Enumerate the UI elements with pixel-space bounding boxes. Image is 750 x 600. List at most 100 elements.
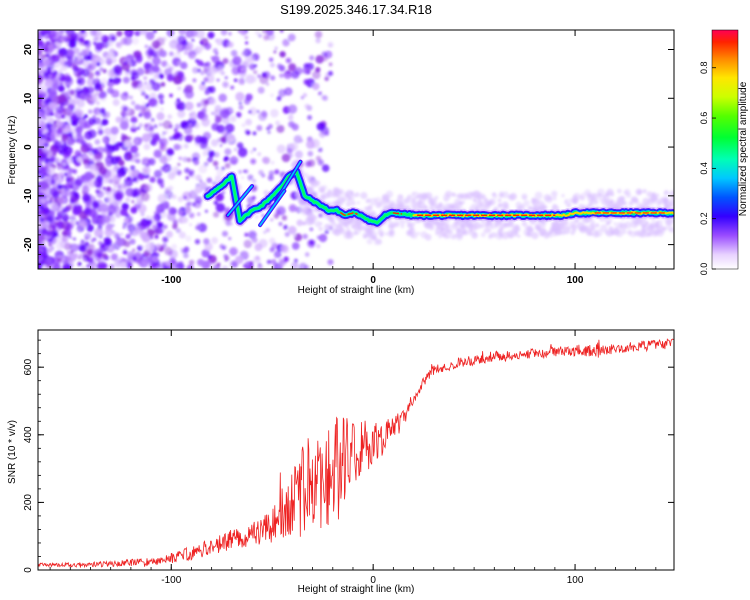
spectrogram-noise-cell (263, 34, 270, 41)
spectrogram-noise-cell (163, 265, 169, 269)
spectrogram-noise-cell (47, 232, 51, 237)
spectrogram-noise-cell (168, 185, 174, 191)
spectrogram-haze-cell (400, 224, 405, 229)
spectrogram-noise-cell (130, 71, 140, 80)
spectrogram-noise-cell (87, 129, 97, 139)
spectrogram-y-tick-label: -10 (23, 188, 34, 203)
spectrogram-noise-cell (302, 221, 307, 226)
spectrogram-noise-cell (307, 150, 314, 157)
spectrogram-noise-cell (316, 243, 321, 249)
snr-series-line (38, 338, 674, 569)
spectrogram-haze-cell (391, 224, 395, 229)
spectrogram-noise-cell (49, 58, 55, 65)
spectrogram-noise-cell (140, 91, 146, 96)
spectrogram-y-axis-label: Frequency (Hz) (7, 116, 18, 185)
spectrogram-noise-cell (219, 143, 223, 147)
spectrogram-noise-cell (235, 91, 245, 102)
spectrogram-noise-cell (81, 183, 91, 193)
spectrogram-noise-cell (266, 259, 272, 265)
spectrogram-noise-cell (118, 159, 125, 167)
spectrogram-haze-cell (540, 228, 547, 236)
spectrogram-haze-cell (366, 238, 373, 245)
spectrogram-noise-cell (192, 66, 199, 74)
spectrogram-noise-cell (252, 148, 256, 152)
spectrogram-noise-cell (106, 195, 116, 205)
snr-y-tick-label: 600 (23, 358, 34, 375)
spectrogram-noise-cell (233, 147, 238, 152)
spectrogram-noise-cell (77, 227, 82, 232)
spectrogram-noise-cell (245, 130, 251, 136)
spectrogram-haze-cell (600, 224, 608, 232)
spectrogram-noise-cell (42, 71, 49, 77)
spectrogram-noise-cell (212, 160, 219, 167)
spectrogram-noise-cell (202, 150, 208, 157)
spectrogram-haze-cell (343, 221, 350, 228)
spectrogram-noise-cell (298, 262, 308, 269)
spectrogram-haze-cell (445, 190, 453, 198)
spectrogram-noise-cell (226, 133, 235, 143)
spectrogram-noise-cell (46, 215, 54, 223)
spectrogram-x-tick-label: 0 (370, 275, 376, 286)
spectrogram-noise-cell (184, 167, 190, 174)
spectrogram-noise-cell (38, 146, 42, 153)
spectrogram-noise-cell (162, 236, 169, 243)
spectrogram-noise-cell (141, 133, 151, 143)
spectrogram-haze-cell (664, 199, 673, 208)
spectrogram-noise-cell (75, 72, 81, 78)
spectrogram-haze-cell (481, 222, 487, 228)
spectrogram-noise-cell (121, 202, 129, 211)
spectrogram-haze-cell (610, 229, 616, 234)
spectrogram-noise-cell (280, 244, 289, 253)
spectrogram-noise-cell (153, 211, 158, 215)
spectrogram-noise-cell (201, 117, 211, 127)
spectrogram-haze-cell (609, 192, 615, 197)
spectrogram-noise-cell (141, 186, 146, 190)
spectrogram-noise-cell (188, 169, 195, 176)
spectrogram-noise-cell (57, 42, 62, 47)
colorbar-label: Normalized spectral amplitude (738, 81, 749, 216)
spectrogram-noise-cell (148, 49, 155, 56)
spectrogram-noise-cell (188, 134, 195, 141)
spectrogram-noise-cell (136, 126, 140, 130)
spectrogram-noise-cell (233, 78, 238, 82)
spectrogram-haze-cell (384, 232, 389, 236)
spectrogram-haze-cell (420, 231, 428, 239)
spectrogram-noise-cell (59, 151, 63, 155)
spectrogram-noise-cell (80, 266, 86, 269)
spectrogram-noise-cell (101, 256, 105, 261)
spectrogram-haze-cell (664, 225, 668, 230)
spectrogram-noise-cell (143, 111, 152, 120)
spectrogram-haze-cell (424, 221, 431, 228)
spectrogram-noise-cell (88, 64, 95, 71)
spectrogram-noise-cell (183, 143, 189, 149)
spectrogram-noise-cell (52, 96, 59, 103)
spectrogram-noise-cell (317, 159, 324, 166)
spectrogram-noise-cell (79, 218, 83, 222)
spectrogram-noise-cell (154, 73, 160, 79)
spectrogram-noise-cell (116, 42, 123, 49)
spectrogram-noise-cell (199, 41, 204, 45)
spectrogram-noise-cell (167, 172, 176, 180)
spectrogram-noise-cell (122, 249, 128, 255)
spectrogram-noise-cell (269, 62, 276, 68)
spectrogram-noise-cell (228, 32, 232, 36)
spectrogram-noise-cell (110, 126, 119, 135)
spectrogram-noise-cell (77, 54, 82, 60)
spectrogram-noise-cell (196, 102, 202, 108)
spectrogram-haze-cell (616, 222, 624, 229)
spectrogram-x-ticks: -100 0 100 (49, 30, 657, 286)
spectrogram-noise-cell (130, 145, 139, 154)
spectrogram-noise-cell (192, 78, 197, 83)
spectrogram-noise-cell (180, 61, 188, 70)
spectrogram-noise-cell (52, 174, 59, 181)
spectrogram-noise-cell (101, 118, 109, 126)
spectrogram-noise-cell (98, 91, 106, 99)
spectrogram-haze-cell (567, 225, 572, 230)
spectrogram-noise-cell (38, 58, 43, 63)
spectrogram-noise-cell (105, 143, 111, 149)
spectrogram-noise-cell (324, 50, 333, 59)
spectrogram-noise-cell (245, 93, 253, 101)
spectrogram-ridge (202, 159, 674, 229)
spectrogram-noise-cell (135, 54, 143, 62)
